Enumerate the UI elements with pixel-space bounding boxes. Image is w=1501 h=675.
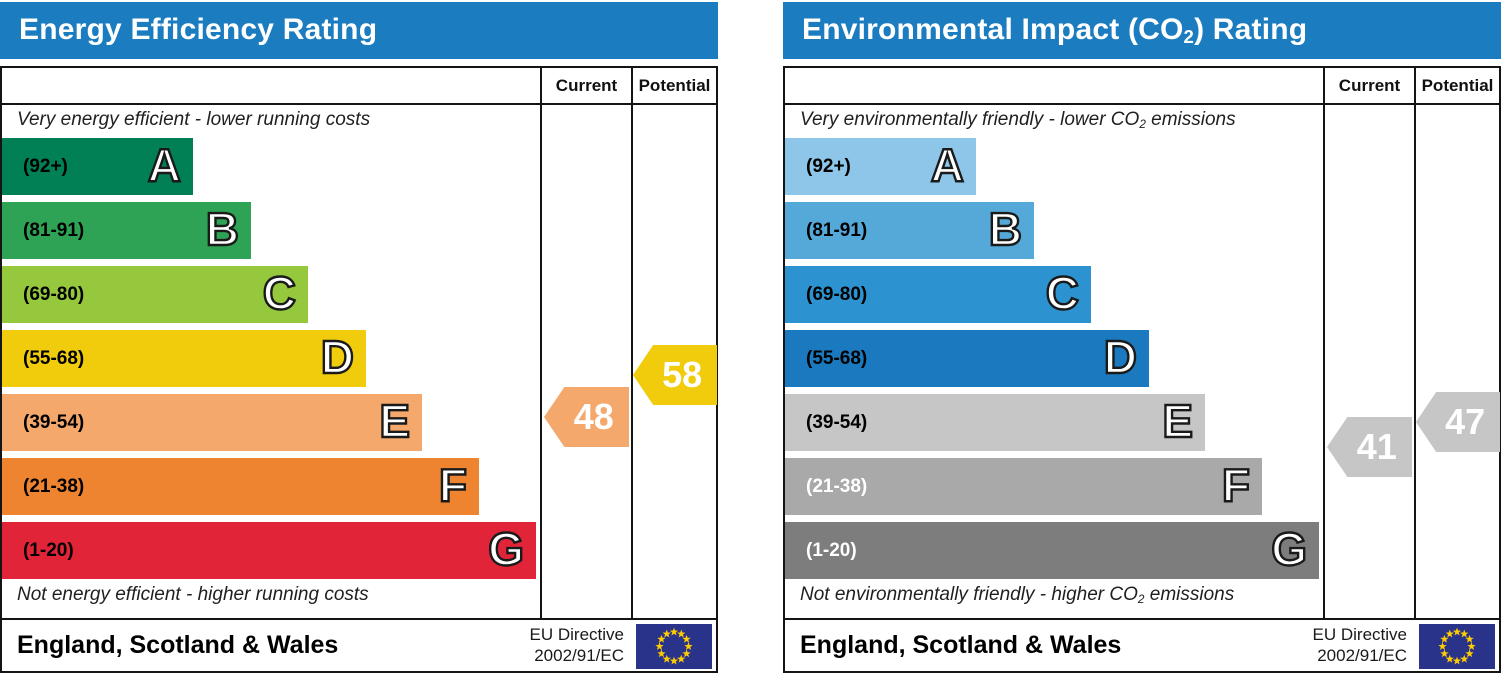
current-rating-value: 41 — [1356, 426, 1397, 467]
potential-rating-arrow: 47 — [1416, 392, 1500, 452]
bottom-caption-text: Not environmentally friendly - higher CO — [800, 584, 1138, 605]
band-letter: B — [988, 202, 1024, 256]
panel-title: Environmental Impact (CO2) Rating — [783, 2, 1501, 59]
rating-bands: (92+) A (81-91) B (69-80) C (55-68) D (39-54) E (2… — [2, 68, 538, 618]
bottom-caption-text: Not energy efficient - higher running co… — [17, 584, 369, 605]
top-caption-text-post: emissions — [1145, 109, 1236, 130]
panel-title-subscript: 2 — [1183, 26, 1195, 48]
band-letter: E — [1161, 394, 1194, 448]
eu-directive-label: EU Directive 2002/91/EC — [530, 624, 624, 666]
rating-band-d: (55-68) D — [2, 330, 366, 387]
potential-column-divider — [631, 68, 633, 618]
header-divider-line — [785, 103, 1499, 105]
bottom-caption: Not energy efficient - higher running co… — [17, 584, 369, 606]
potential-column-header: Potential — [638, 76, 711, 95]
rating-table: Current Potential Very energy efficient … — [0, 66, 718, 673]
band-letter: D — [320, 330, 356, 384]
rating-band-b: (81-91) B — [785, 202, 1034, 259]
region-label: England, Scotland & Wales — [17, 631, 339, 659]
current-column-header: Current — [1338, 76, 1401, 95]
rating-band-f: (21-38) F — [2, 458, 479, 515]
band-letter: F — [1221, 458, 1252, 512]
band-range-label: (1-20) — [806, 540, 857, 561]
header-divider-line — [2, 103, 716, 105]
eu-directive-label: EU Directive 2002/91/EC — [1313, 624, 1407, 666]
rating-band-g: (1-20) G — [785, 522, 1319, 579]
band-range-label: (39-54) — [806, 412, 868, 433]
band-letter: E — [378, 394, 411, 448]
current-rating-arrow: 48 — [544, 387, 629, 447]
band-letter: D — [1103, 330, 1139, 384]
eu-directive-line2: 2002/91/EC — [534, 646, 624, 665]
top-caption-text: Very environmentally friendly - lower CO — [800, 109, 1140, 130]
footer-divider-line — [2, 618, 716, 620]
band-range-label: (21-38) — [23, 476, 85, 497]
band-range-label: (81-91) — [806, 220, 868, 241]
environmental-impact-panel: Environmental Impact (CO2) Rating Curren… — [783, 0, 1501, 675]
band-letter: B — [205, 202, 241, 256]
band-letter: A — [930, 138, 966, 192]
panel-title: Energy Efficiency Rating — [0, 2, 718, 59]
potential-rating-value: 58 — [662, 354, 703, 395]
current-rating-value: 48 — [573, 396, 614, 437]
top-caption-subscript: 2 — [1139, 117, 1146, 131]
rating-band-a: (92+) A — [785, 138, 976, 195]
current-column-header: Current — [555, 76, 618, 95]
band-range-label: (81-91) — [23, 220, 85, 241]
top-caption: Very environmentally friendly - lower CO… — [800, 109, 1236, 131]
rating-band-d: (55-68) D — [785, 330, 1149, 387]
eu-flag-icon — [636, 624, 712, 669]
band-letter: G — [487, 522, 525, 576]
band-range-label: (39-54) — [23, 412, 85, 433]
band-range-label: (69-80) — [806, 284, 868, 305]
rating-band-b: (81-91) B — [2, 202, 251, 259]
band-letter: F — [438, 458, 469, 512]
potential-column-divider — [1414, 68, 1416, 618]
band-range-label: (69-80) — [23, 284, 85, 305]
band-letter: G — [1270, 522, 1308, 576]
region-label: England, Scotland & Wales — [800, 631, 1122, 659]
eu-flag-icon — [1419, 624, 1495, 669]
band-letter: C — [262, 266, 298, 320]
panel-title-text: Energy Efficiency Rating — [19, 13, 378, 46]
band-range-label: (21-38) — [806, 476, 868, 497]
potential-rating-value: 47 — [1445, 401, 1486, 442]
rating-band-e: (39-54) E — [785, 394, 1205, 451]
top-caption-text: Very energy efficient - lower running co… — [17, 109, 371, 130]
band-letter: C — [1045, 266, 1081, 320]
bottom-caption: Not environmentally friendly - higher CO… — [800, 584, 1234, 606]
current-rating-arrow: 41 — [1327, 417, 1412, 477]
bottom-caption-subscript: 2 — [1137, 592, 1145, 606]
potential-column-header: Potential — [1421, 76, 1494, 95]
band-range-label: (92+) — [806, 156, 851, 177]
rating-band-c: (69-80) C — [2, 266, 308, 323]
rating-bands: (92+) A (81-91) B (69-80) C (55-68) D (39-54) E (2… — [785, 68, 1321, 618]
band-range-label: (55-68) — [806, 348, 868, 369]
band-range-label: (55-68) — [23, 348, 85, 369]
panel-title-text-post: ) Rating — [1194, 13, 1308, 46]
potential-rating-arrow: 58 — [633, 345, 717, 405]
eu-directive-line1: EU Directive — [529, 625, 624, 644]
rating-table: Current Potential Very environmentally f… — [783, 66, 1501, 673]
band-range-label: (1-20) — [23, 540, 74, 561]
rating-band-e: (39-54) E — [2, 394, 422, 451]
panel-title-text: Environmental Impact (CO — [802, 13, 1184, 46]
rating-band-f: (21-38) F — [785, 458, 1262, 515]
eu-directive-line2: 2002/91/EC — [1317, 646, 1407, 665]
rating-band-a: (92+) A — [2, 138, 193, 195]
top-caption: Very energy efficient - lower running co… — [17, 109, 370, 131]
bottom-caption-text-post: emissions — [1144, 584, 1235, 605]
current-column-divider — [1323, 68, 1325, 618]
footer-divider-line — [785, 618, 1499, 620]
energy-efficiency-panel: Energy Efficiency Rating Current Potenti… — [0, 0, 718, 675]
band-letter: A — [147, 138, 183, 192]
rating-band-c: (69-80) C — [785, 266, 1091, 323]
rating-band-g: (1-20) G — [2, 522, 536, 579]
band-range-label: (92+) — [23, 156, 68, 177]
current-column-divider — [540, 68, 542, 618]
eu-directive-line1: EU Directive — [1312, 625, 1407, 644]
